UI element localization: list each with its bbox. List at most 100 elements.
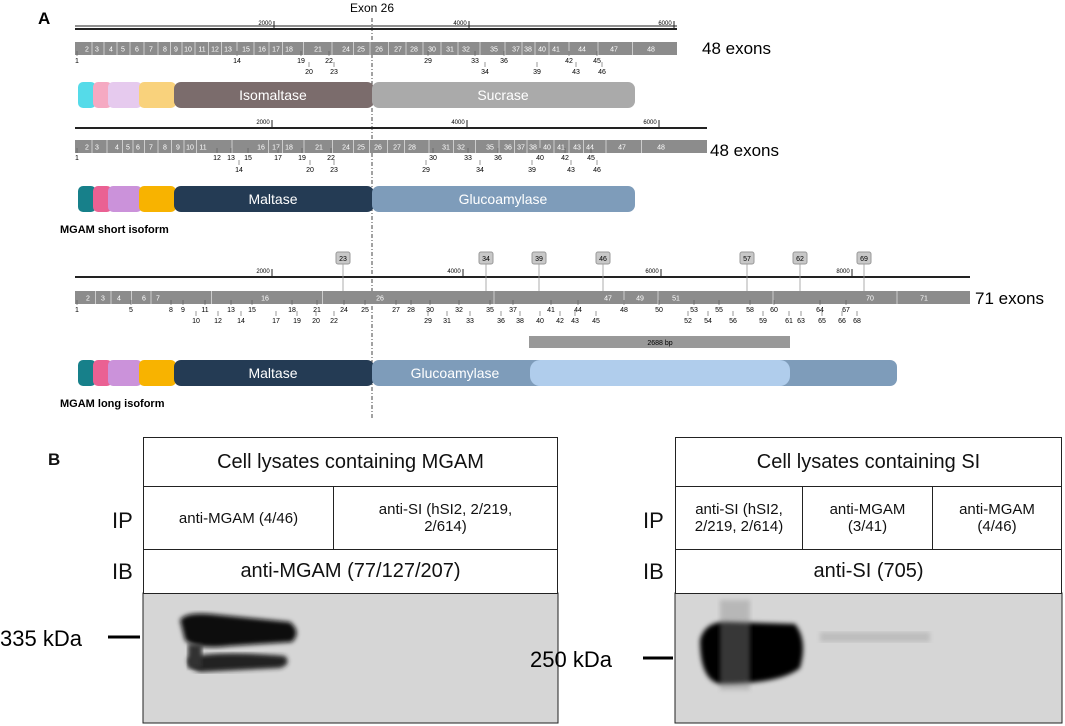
exon-label: 7 <box>156 296 160 303</box>
exon-label: 15 <box>248 307 256 314</box>
exon-label: 30 <box>428 47 436 54</box>
flag <box>739 251 755 265</box>
exon-label: 7 <box>149 47 153 54</box>
exon-label: 54 <box>704 318 712 325</box>
scale-label: 6000 <box>658 21 672 27</box>
domain-pill <box>139 186 176 212</box>
size-marker: 335 kDa <box>0 626 83 651</box>
domain-pill <box>78 82 96 108</box>
exon-label: 6 <box>142 296 146 303</box>
smear <box>720 600 750 690</box>
exon-label: 37 <box>512 47 520 54</box>
exon-label: 15 <box>244 155 252 162</box>
ip-cell: anti-MGAM (3/41) <box>802 486 933 550</box>
exon-label: 14 <box>237 318 245 325</box>
exon-label: 26 <box>375 47 383 54</box>
exon-label: 40 <box>536 155 544 162</box>
exon-label: 48 <box>657 145 665 152</box>
ib-label: IB <box>643 559 664 584</box>
exon-label: 71 <box>920 296 928 303</box>
exon-label: 37 <box>509 307 517 314</box>
scale-label: 2000 <box>258 21 272 27</box>
exon-label: 22 <box>327 155 335 162</box>
exon-label: 10 <box>186 145 194 152</box>
domain <box>174 82 374 108</box>
exon-label: 25 <box>357 47 365 54</box>
exon-label: 44 <box>586 145 594 152</box>
exon-label: 38 <box>524 47 532 54</box>
exon-label: 40 <box>536 318 544 325</box>
exon-label: 22 <box>330 318 338 325</box>
domain-pill <box>108 186 142 212</box>
exon-label: 33 <box>471 58 479 65</box>
flag <box>531 251 547 265</box>
exon-label: 38 <box>529 145 537 152</box>
ib-label: IB <box>112 559 133 584</box>
exon-label: 34 <box>481 69 489 76</box>
ip-cell: anti-SI (hSI2, 2/219, 2/614) <box>333 486 558 550</box>
domain-label: Maltase <box>248 365 297 381</box>
segment <box>529 336 790 348</box>
exon-label: 29 <box>424 318 432 325</box>
exon-label: 14 <box>233 58 241 65</box>
exon-label: 39 <box>528 167 536 174</box>
exon-label: 40 <box>538 47 546 54</box>
exon-label: 39 <box>533 69 541 76</box>
exon-label: 3 <box>101 296 105 303</box>
exon-label: 41 <box>547 307 555 314</box>
panel-label: A <box>38 9 50 28</box>
flag-label: 57 <box>743 256 751 263</box>
exon-label: 24 <box>342 47 350 54</box>
exon-label: 27 <box>394 47 402 54</box>
exon-marker: Exon 26 <box>350 1 394 15</box>
domain <box>372 82 635 108</box>
exon-label: 32 <box>455 307 463 314</box>
ip-label: IP <box>643 508 664 533</box>
exon-label: 16 <box>258 47 266 54</box>
domain <box>174 186 374 212</box>
scale-label: 6000 <box>643 120 657 126</box>
exon-label: 24 <box>340 307 348 314</box>
exon-label: 10 <box>192 318 200 325</box>
domain-label: Maltase <box>248 191 297 207</box>
exon-label: 22 <box>325 58 333 65</box>
exon-label: 68 <box>853 318 861 325</box>
exon-label: 27 <box>392 307 400 314</box>
domain-region <box>530 360 790 386</box>
exon-label: 15 <box>242 47 250 54</box>
exon-label: 7 <box>149 145 153 152</box>
domain-label: Glucoamylase <box>459 191 548 207</box>
scale-label: 4000 <box>453 21 467 27</box>
exon-label: 42 <box>561 155 569 162</box>
exon-label: 29 <box>422 167 430 174</box>
domain-pill <box>93 186 112 212</box>
exon-label: 4 <box>109 47 113 54</box>
exon-label: 46 <box>598 69 606 76</box>
flag <box>595 251 611 265</box>
exon-label: 36 <box>497 318 505 325</box>
exon-label: 44 <box>578 47 586 54</box>
scale-label: 8000 <box>836 269 850 275</box>
exon-label: 33 <box>466 318 474 325</box>
flag-label: 62 <box>796 256 804 263</box>
exon-label: 2 <box>85 47 89 54</box>
exon-label: 5 <box>121 47 125 54</box>
exon-label: 12 <box>213 155 221 162</box>
exon-label: 30 <box>429 155 437 162</box>
exon-label: 13 <box>227 155 235 162</box>
exon-label: 47 <box>604 296 612 303</box>
exon-label: 65 <box>818 318 826 325</box>
exon-label: 9 <box>174 47 178 54</box>
exon-bar <box>75 291 970 304</box>
exon-label: 41 <box>552 47 560 54</box>
ip-cell: anti-MGAM (4/46) <box>932 486 1062 550</box>
exon-label: 21 <box>314 47 322 54</box>
domain-pill <box>78 186 96 212</box>
exon-label: 55 <box>715 307 723 314</box>
flag-label: 69 <box>860 256 868 263</box>
exon-label: 26 <box>374 145 382 152</box>
flag-label: 39 <box>535 256 543 263</box>
exon-label: 47 <box>618 145 626 152</box>
exon-label: 14 <box>235 167 243 174</box>
